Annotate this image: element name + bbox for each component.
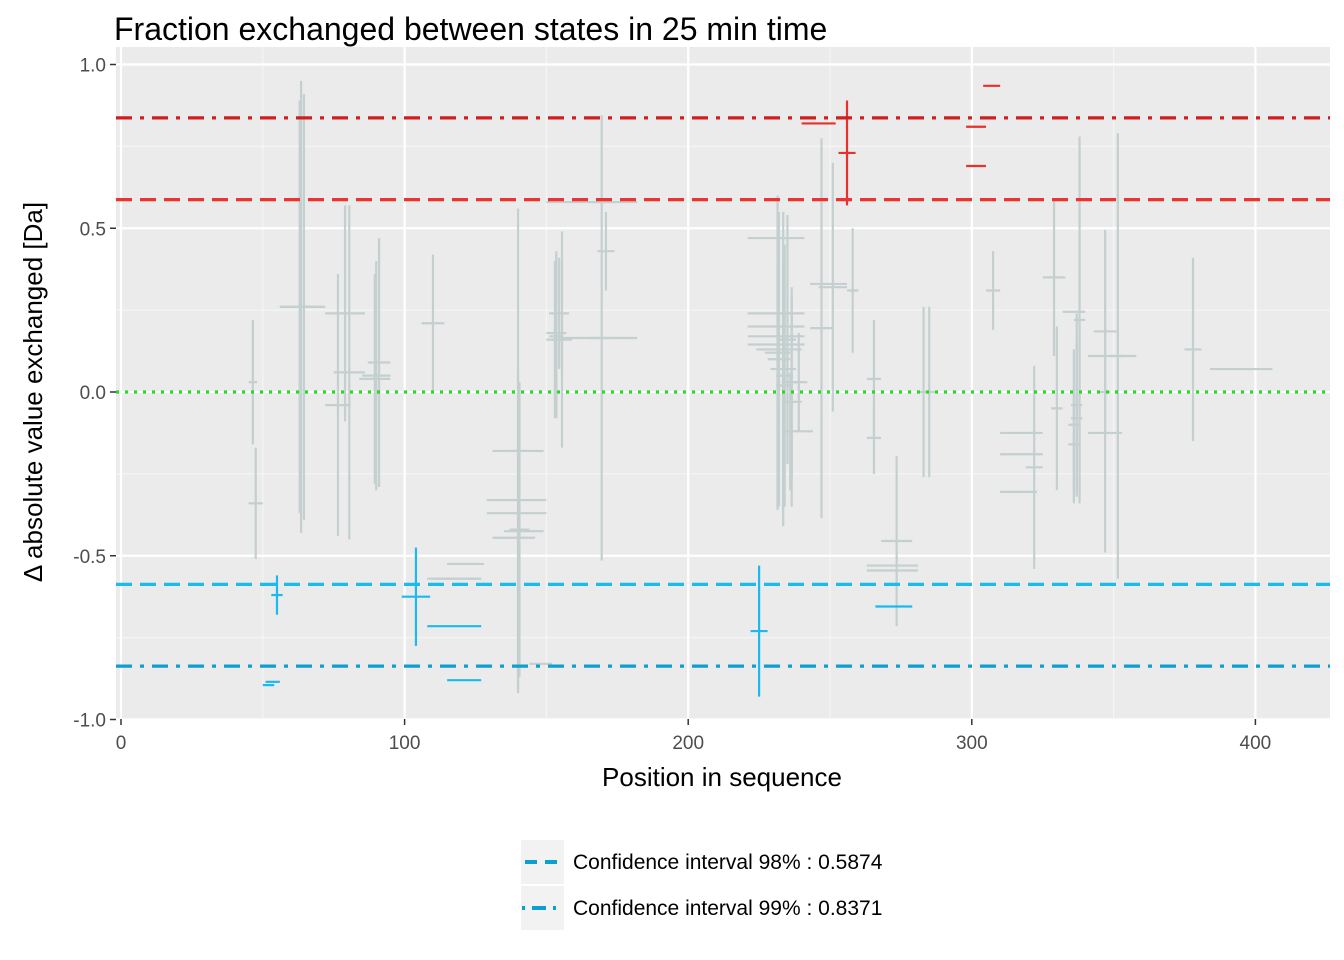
insignificant-point (362, 261, 391, 491)
insignificant-point (248, 447, 263, 560)
grid-lines (116, 47, 1330, 721)
insignificant-point (597, 211, 615, 291)
x-tick-label: 300 (956, 733, 988, 754)
y-tick-label: -0.5 (73, 547, 106, 568)
y-tick-label: 1.0 (80, 56, 106, 77)
significant_negative-point (271, 575, 283, 615)
insignificant-point (552, 231, 572, 448)
reference-lines (116, 116, 1330, 668)
insignificant-point (790, 333, 808, 432)
significant_negative-point (401, 547, 431, 646)
insignificant-point (1051, 326, 1063, 491)
insignificant-point (333, 205, 365, 540)
insignificant-point (818, 162, 848, 412)
legend: Confidence interval 98% : 0.5874 Confide… (521, 840, 883, 930)
insignificant-point (282, 93, 326, 520)
insignificant-point (810, 138, 833, 519)
insignificant-point (1110, 133, 1125, 579)
insignificant-point (881, 455, 913, 627)
data-layer (248, 80, 1273, 697)
chart-title: Fraction exchanged between states in 25 … (114, 11, 827, 47)
insignificant-point (1184, 257, 1202, 442)
insignificant-point (985, 251, 1001, 330)
plot-panel (116, 47, 1330, 721)
x-tick-label: 0 (116, 733, 127, 754)
x-tick-label: 400 (1240, 733, 1272, 754)
y-tick-label: -1.0 (73, 711, 106, 732)
insignificant-point (1042, 198, 1066, 356)
legend-label-1: Confidence interval 98% : 0.5874 (573, 851, 883, 874)
insignificant-point (1025, 365, 1043, 569)
insignificant-point (778, 215, 796, 465)
insignificant-point (325, 274, 351, 537)
insignificant-point (1073, 136, 1086, 504)
x-tick-label: 100 (389, 733, 421, 754)
x-axis-title: Position in sequence (602, 762, 842, 792)
insignificant-point (421, 254, 445, 392)
insignificant-point (923, 306, 935, 478)
x-tick-label: 200 (672, 733, 704, 754)
insignificant-point (847, 228, 859, 353)
insignificant-point (549, 257, 570, 370)
insignificant-point (367, 238, 391, 487)
legend-label-2: Confidence interval 99% : 0.8371 (573, 897, 882, 920)
y-tick-label: 0.0 (80, 383, 106, 404)
insignificant-point (764, 195, 791, 510)
insignificant-point (866, 401, 882, 474)
insignificant-point (359, 274, 391, 484)
insignificant-point (325, 205, 365, 422)
panel-background (116, 47, 1330, 719)
insignificant-point (509, 382, 530, 677)
significant_negative-point (750, 565, 768, 697)
y-axis-title: Δ absolute value exchanged [Da] (18, 202, 48, 582)
insignificant-point (588, 115, 615, 561)
insignificant-point (248, 319, 258, 445)
y-tick-label: 0.5 (80, 219, 106, 240)
axes: -1.0 -0.5 0.0 0.5 1.0 0 100 200 300 400 (73, 56, 1271, 755)
